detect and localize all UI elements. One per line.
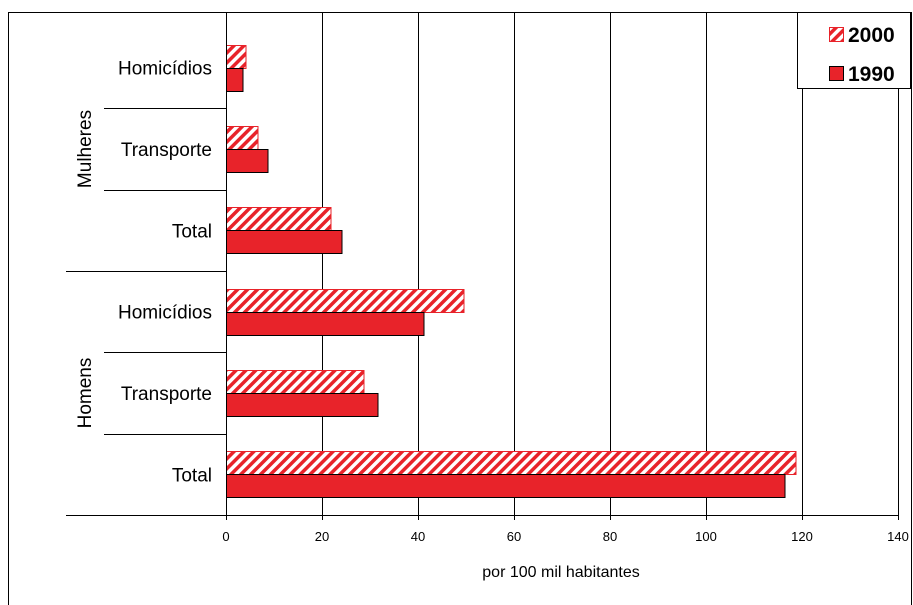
x-tick-label: 120 [791, 529, 813, 544]
x-tick-label: 40 [411, 529, 425, 544]
bar-1990-homens-transporte [226, 393, 379, 417]
bar-2000-mulheres-homicidios [226, 45, 247, 69]
category-label: Total [172, 221, 212, 242]
x-axis-title: por 100 mil habitantes [482, 564, 639, 581]
bar-2000-mulheres-total [226, 207, 332, 231]
bar-2000-homens-total [226, 451, 797, 475]
group-label: Homens [75, 358, 96, 429]
category-label: Homicídios [118, 59, 212, 80]
category-label: Homicídios [118, 303, 212, 324]
chart-frame [8, 12, 912, 605]
bar-1990-mulheres-transporte [226, 149, 269, 173]
axis-labels: 0 20 40 60 80 100 120 140 Homicídios Transporte To… [75, 59, 909, 544]
bar-1990-homens-homicidios [226, 312, 425, 336]
legend-box [797, 12, 911, 89]
bars [226, 45, 797, 498]
bar-1990-mulheres-homicidios [226, 68, 244, 92]
x-tick-label: 20 [315, 529, 329, 544]
legend-swatch-1990 [829, 66, 844, 81]
bar-2000-homens-homicidios [226, 289, 465, 313]
axes [66, 13, 899, 520]
group-label: Mulheres [75, 110, 96, 188]
x-tick-label: 100 [695, 529, 717, 544]
x-tick-label: 60 [507, 529, 521, 544]
bar-2000-mulheres-transporte [226, 126, 259, 150]
legend-label-2000: 2000 [848, 24, 895, 47]
x-tick-label: 80 [603, 529, 617, 544]
x-tick-label: 0 [222, 529, 229, 544]
legend-swatch-2000 [829, 27, 844, 42]
legend: 2000 1990 [797, 12, 911, 89]
bar-1990-homens-total [226, 474, 786, 498]
legend-label-1990: 1990 [848, 63, 895, 86]
bar-1990-mulheres-total [226, 230, 343, 254]
bar-2000-homens-transporte [226, 370, 365, 394]
category-label: Total [172, 465, 212, 486]
category-label: Transporte [121, 140, 212, 161]
x-tick-label: 140 [887, 529, 909, 544]
category-label: Transporte [121, 384, 212, 405]
